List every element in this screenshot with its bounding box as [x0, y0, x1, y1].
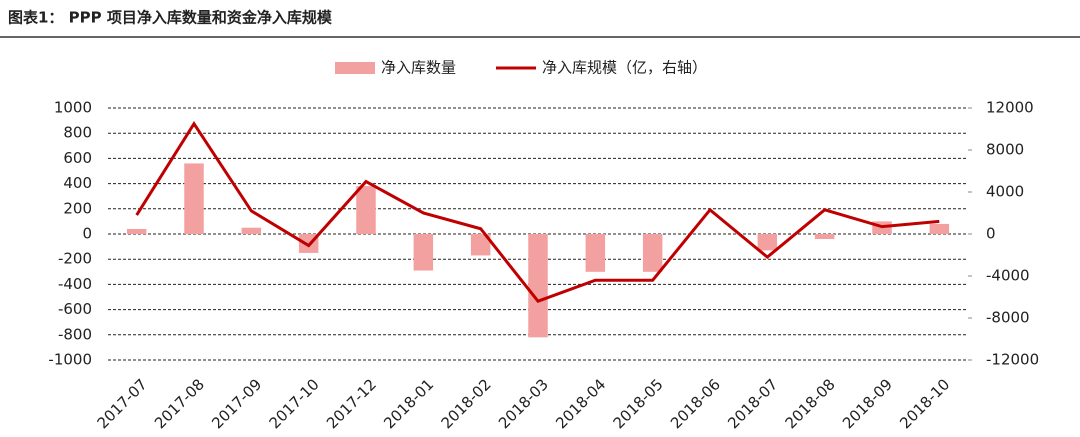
legend-swatch	[335, 62, 375, 74]
y-tick-label: -1000	[48, 351, 92, 369]
y2-tick-label: -4000	[986, 267, 1030, 285]
chart-title: 图表1： PPP 项目净入库数量和资金净入库规模	[8, 9, 333, 27]
x-tick-label: 2018-02	[438, 375, 495, 432]
bar	[470, 234, 491, 256]
bar	[929, 223, 950, 234]
y-tick-label: -200	[58, 250, 92, 268]
legend-label: 净入库规模（亿，右轴）	[542, 59, 707, 77]
y-tick-label: -800	[58, 325, 92, 343]
bar	[356, 186, 376, 234]
x-tick-label: 2018-06	[667, 375, 724, 432]
y-tick-label: -400	[58, 275, 92, 293]
bar	[585, 234, 606, 272]
bar	[642, 234, 663, 272]
x-tick-label: 2018-10	[896, 375, 953, 432]
x-tick-label: 2018-08	[782, 375, 839, 432]
y2-tick-label: -12000	[986, 351, 1039, 369]
bar	[241, 227, 262, 234]
y2-tick-label: 12000	[986, 99, 1034, 117]
y-tick-label: 800	[63, 124, 92, 142]
line	[135, 120, 940, 303]
bar	[126, 228, 147, 234]
bar	[528, 234, 548, 338]
x-tick-label: 2018-03	[495, 375, 552, 432]
bar	[757, 234, 778, 251]
x-tick-label: 2018-07	[724, 375, 781, 432]
y-tick-label: 400	[63, 174, 92, 192]
y-tick-label: 600	[63, 149, 92, 167]
x-tick-label: 2018-05	[610, 375, 667, 432]
y2-tick-label: -8000	[986, 309, 1030, 327]
y2-tick-label: 0	[986, 225, 996, 243]
x-tick-label: 2018-04	[552, 375, 609, 432]
x-tick-label: 2017-08	[151, 375, 208, 432]
y-tick-label: 200	[63, 199, 92, 217]
x-tick-label: 2017-07	[94, 375, 151, 432]
bar	[184, 163, 204, 234]
y2-tick-label: 4000	[986, 183, 1024, 201]
x-tick-label: 2017-09	[208, 375, 265, 432]
y-tick-label: -600	[58, 300, 92, 318]
x-tick-label: 2017-12	[323, 375, 380, 432]
y-tick-label: 0	[82, 225, 92, 243]
bar	[814, 234, 835, 240]
y-tick-label: 1000	[54, 99, 92, 117]
bar	[413, 234, 434, 271]
legend-label: 净入库数量	[381, 59, 456, 77]
x-tick-label: 2018-09	[839, 375, 896, 432]
y2-tick-label: 8000	[986, 141, 1024, 159]
x-tick-label: 2018-01	[380, 375, 437, 432]
x-tick-label: 2017-10	[266, 375, 323, 432]
